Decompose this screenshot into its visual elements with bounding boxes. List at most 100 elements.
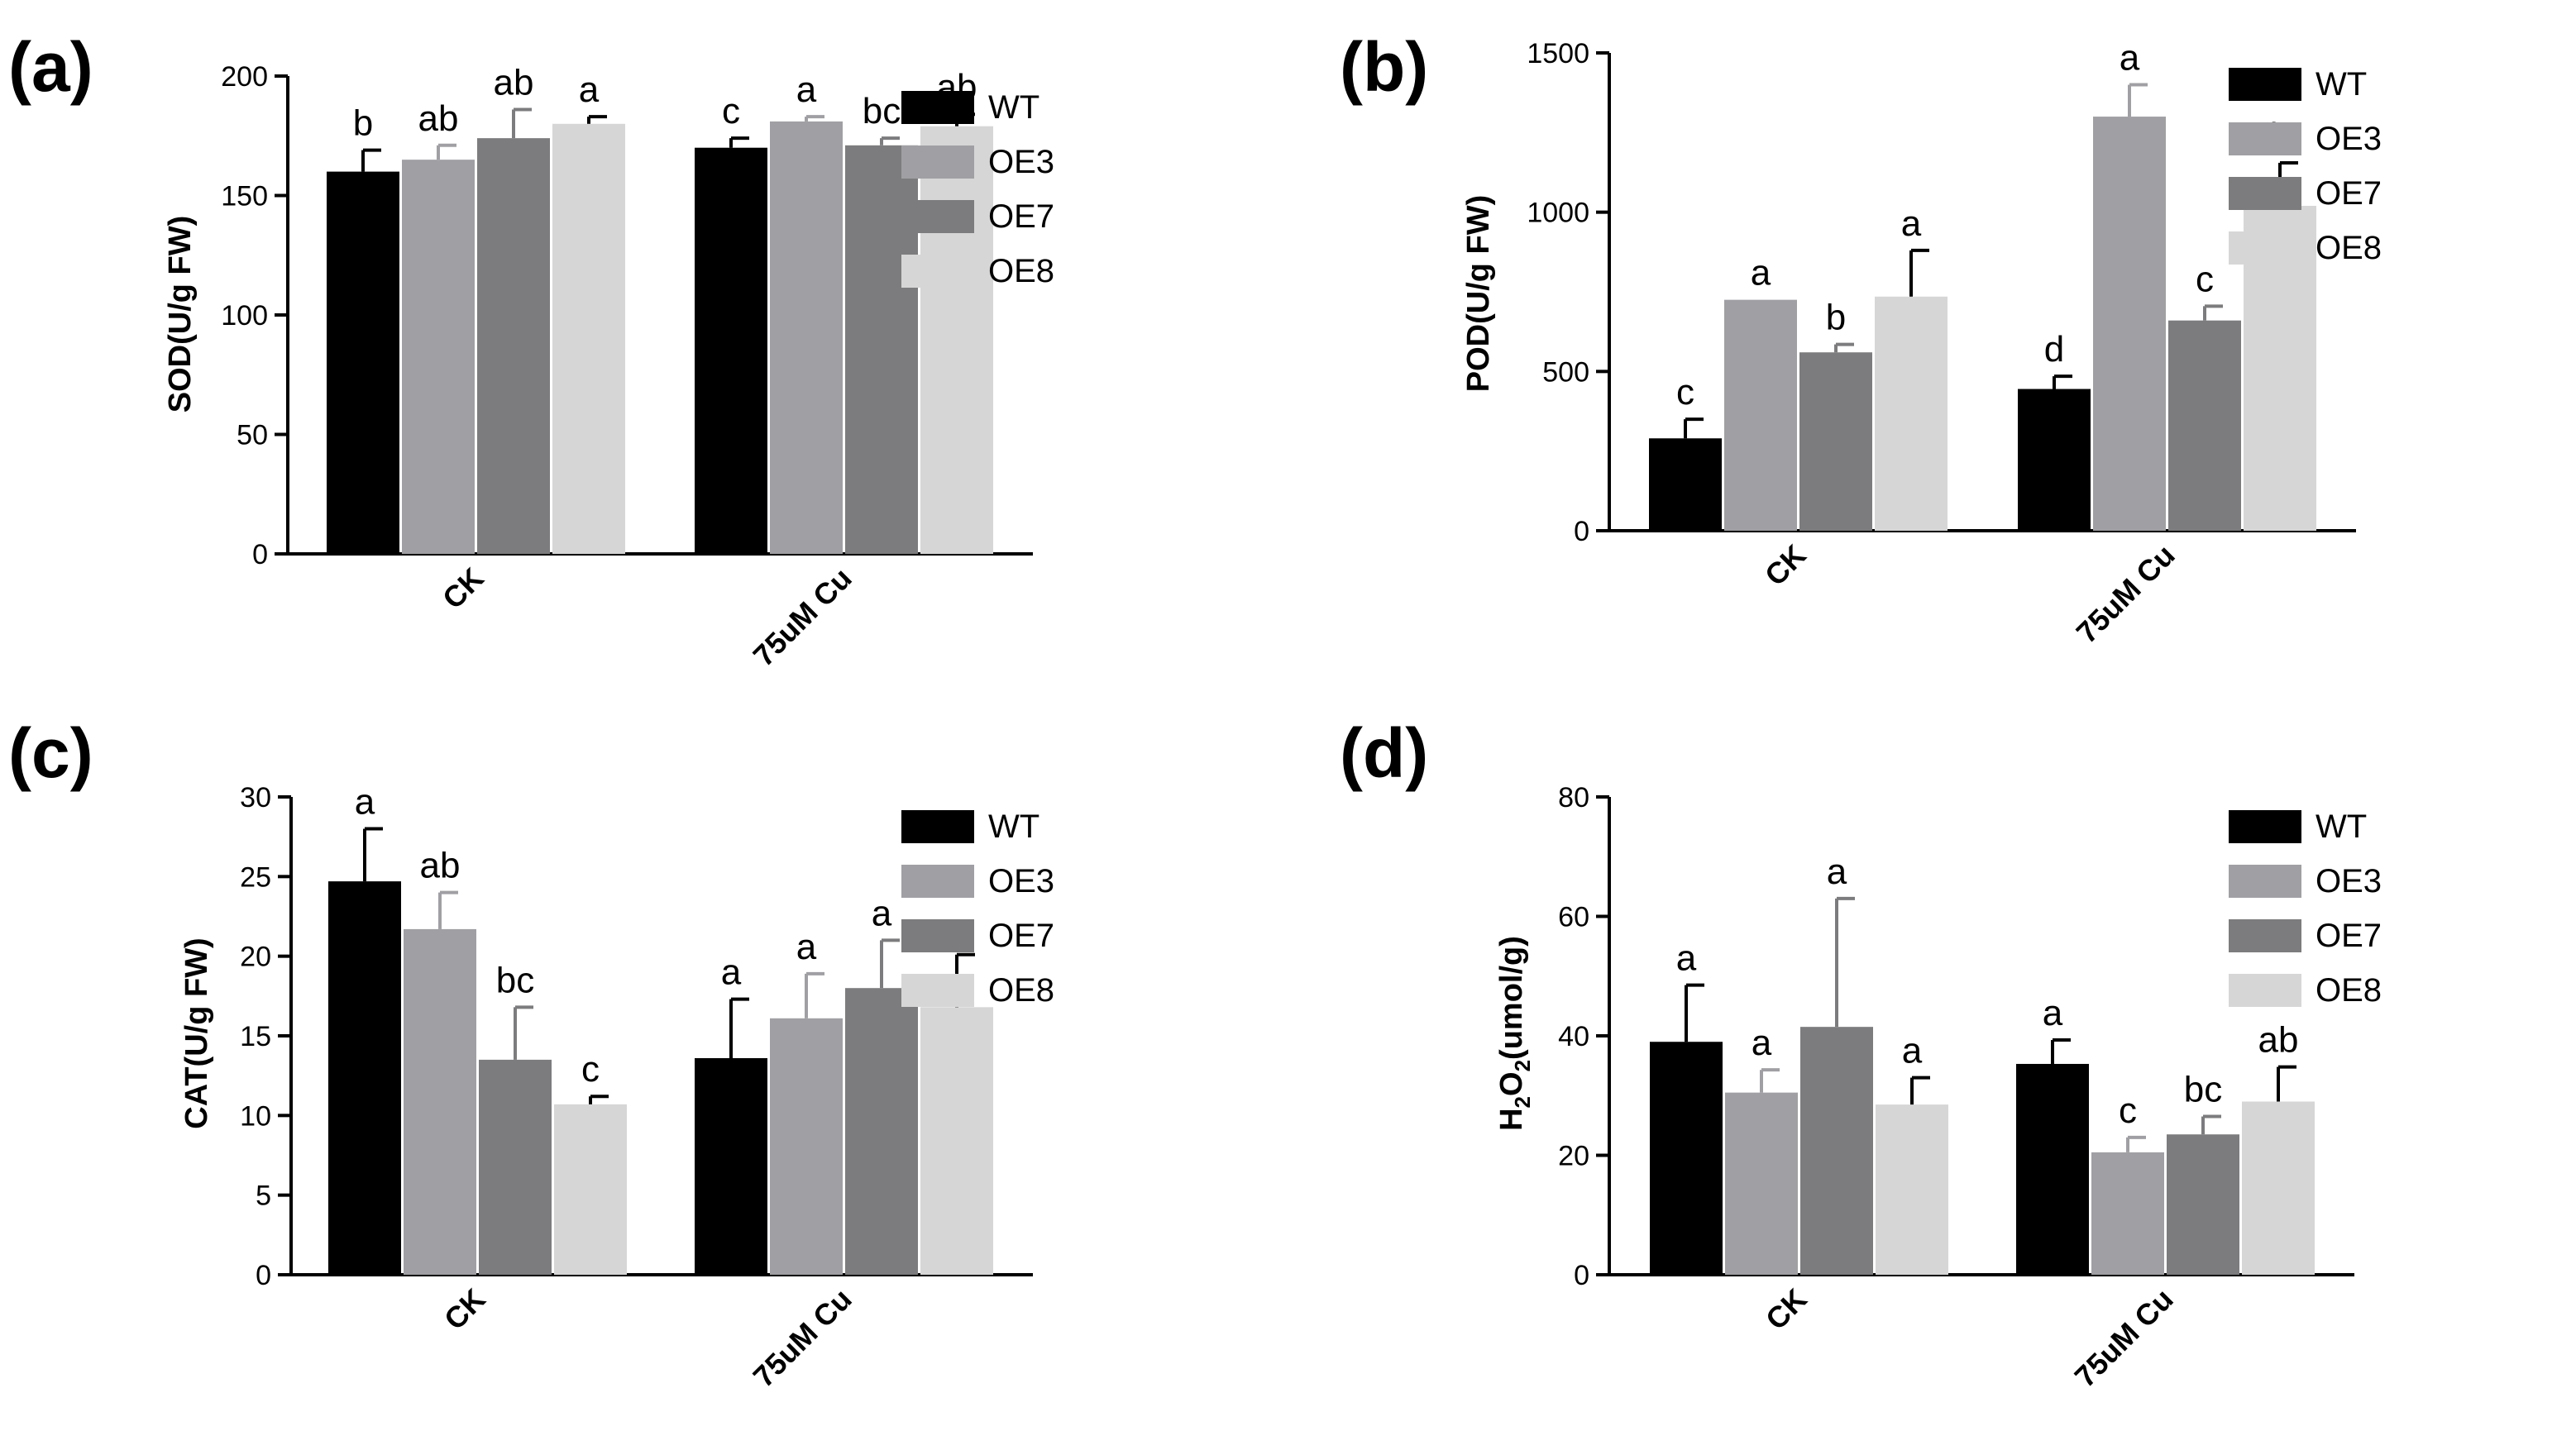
- x-category-label-d-1: 75uM Cu: [2068, 1282, 2180, 1394]
- y-axis-title-c: CAT(U/g FW): [179, 937, 214, 1128]
- y-axis-title-d-h: H: [1494, 1108, 1529, 1130]
- bar-c-OE8-1: [920, 1007, 993, 1275]
- y-axis-title-d: H2O2(umol/g): [1494, 936, 1535, 1131]
- sig-letter-a-OE8-0: a: [579, 69, 600, 110]
- legend-swatch-b-WT: [2229, 68, 2301, 101]
- y-tick-label-d-80: 80: [1558, 782, 1589, 813]
- sig-letter-d-OE8-1: ab: [2258, 1020, 2299, 1061]
- bar-d-OE7-0: [1800, 1027, 1873, 1275]
- sig-letter-b-OE3-0: a: [1751, 253, 1771, 293]
- x-category-label-c-1: 75uM Cu: [747, 1282, 858, 1394]
- legend-swatch-c-OE7: [901, 919, 974, 952]
- panel-tag-a: (a): [8, 28, 93, 106]
- bar-a-OE8-1: [920, 126, 993, 554]
- bar-a-WT-1: [695, 147, 767, 554]
- x-category-label-b-0: CK: [1758, 538, 1813, 593]
- legend-swatch-d-OE3: [2229, 865, 2301, 898]
- sig-letter-c-WT-0: a: [355, 782, 375, 823]
- sig-letter-b-WT-0: c: [1676, 372, 1694, 413]
- sig-letter-c-OE7-0: bc: [496, 960, 534, 1000]
- sig-letter-c-OE8-0: c: [581, 1049, 600, 1090]
- sig-letter-d-OE3-1: c: [2119, 1090, 2137, 1131]
- y-tick-label-a-50: 50: [237, 420, 268, 451]
- legend-swatch-b-OE7: [2229, 177, 2301, 210]
- sig-letter-d-OE7-1: bc: [2184, 1070, 2222, 1110]
- bar-c-WT-1: [695, 1057, 767, 1275]
- bar-b-OE8-0: [1875, 296, 1948, 531]
- bar-b-OE7-0: [1799, 352, 1872, 531]
- bar-d-OE7-1: [2167, 1134, 2239, 1275]
- sig-letter-a-WT-1: c: [722, 91, 740, 131]
- y-tick-label-a-100: 100: [221, 300, 268, 332]
- legend-swatch-a-OE7: [901, 200, 974, 233]
- bar-b-OE3-1: [2093, 117, 2166, 532]
- legend-swatch-a-WT: [901, 91, 974, 124]
- y-axis-title-a: SOD(U/g FW): [163, 216, 198, 413]
- panel-b: (b) POD(U/g FW) 050010001500cdaabcabCK75…: [1340, 28, 2382, 650]
- bar-d-WT-1: [2016, 1063, 2089, 1275]
- legend-label-a-OE8: OE8: [988, 253, 1054, 289]
- bar-b-WT-1: [2018, 389, 2091, 531]
- sig-letter-d-WT-1: a: [2043, 993, 2063, 1033]
- legend-label-a-WT: WT: [988, 89, 1039, 126]
- y-tick-label-a-200: 200: [221, 61, 268, 93]
- bar-c-OE8-0: [554, 1104, 627, 1275]
- y-tick-label-c-15: 15: [240, 1021, 271, 1052]
- legend-swatch-c-OE8: [901, 974, 974, 1007]
- bar-b-WT-0: [1649, 438, 1722, 531]
- y-tick-label-c-10: 10: [240, 1100, 271, 1132]
- legend-label-b-OE7: OE7: [2316, 175, 2382, 212]
- legend-label-b-OE8: OE8: [2316, 230, 2382, 266]
- bar-b-OE7-1: [2168, 320, 2241, 531]
- bar-a-WT-0: [327, 171, 399, 554]
- panel-c: (c) CAT(U/g FW) 051015202530aaababcacaCK…: [8, 714, 1054, 1394]
- sig-letter-b-OE8-0: a: [1901, 203, 1922, 244]
- sig-letter-c-OE7-1: a: [872, 893, 892, 933]
- legend-swatch-a-OE3: [901, 145, 974, 179]
- legend-label-a-OE3: OE3: [988, 144, 1054, 180]
- y-tick-label-c-0: 0: [256, 1260, 271, 1291]
- y-tick-label-d-60: 60: [1558, 902, 1589, 933]
- y-tick-label-c-25: 25: [240, 861, 271, 893]
- y-axis-title-b: POD(U/g FW): [1461, 195, 1496, 393]
- y-axis-title-d-sub1: 2: [1510, 1096, 1535, 1108]
- y-tick-label-b-500: 500: [1542, 356, 1589, 388]
- y-axis-title-d-sub2: 2: [1510, 1060, 1535, 1071]
- sig-letter-a-OE7-1: bc: [863, 91, 901, 131]
- x-category-label-b-1: 75uM Cu: [2070, 538, 2182, 650]
- bar-c-OE3-0: [404, 928, 476, 1275]
- sig-letter-a-OE3-0: ab: [418, 98, 459, 139]
- legend-swatch-d-OE8: [2229, 974, 2301, 1007]
- sig-letter-a-OE3-1: a: [796, 69, 817, 110]
- plot-area-c: 051015202530aaababcacaCK75uM CuWTOE3OE7O…: [240, 782, 1054, 1394]
- y-tick-label-d-20: 20: [1558, 1141, 1589, 1172]
- sig-letter-a-WT-0: b: [353, 103, 373, 144]
- legend-swatch-b-OE3: [2229, 122, 2301, 155]
- sig-letter-b-OE7-1: c: [2196, 259, 2214, 299]
- legend-swatch-c-OE3: [901, 865, 974, 898]
- legend-label-d-OE3: OE3: [2316, 863, 2382, 899]
- y-axis-title-d-rest: (umol/g): [1494, 936, 1529, 1060]
- y-tick-label-d-0: 0: [1574, 1260, 1589, 1291]
- y-tick-label-c-20: 20: [240, 942, 271, 973]
- legend-swatch-a-OE8: [901, 255, 974, 288]
- plot-area-d: 0 20 40 60 80 a a a c a bc a ab CK 75uM Cu WT OE3 OE7 OE8: [1558, 782, 2382, 1394]
- y-tick-label-d-40: 40: [1558, 1021, 1589, 1052]
- bar-a-OE3-0: [402, 160, 475, 554]
- x-category-label-a-0: CK: [436, 561, 490, 616]
- legend-swatch-d-OE7: [2229, 919, 2301, 952]
- bar-d-OE3-0: [1725, 1092, 1798, 1275]
- x-category-label-a-1: 75uM Cu: [747, 561, 858, 673]
- bar-d-OE8-1: [2242, 1101, 2315, 1275]
- sig-letter-a-OE7-0: ab: [494, 62, 534, 103]
- sig-letter-c-OE3-1: a: [796, 927, 817, 967]
- bar-c-WT-0: [328, 881, 401, 1275]
- bar-d-WT-0: [1650, 1042, 1723, 1275]
- legend-label-c-OE8: OE8: [988, 972, 1054, 1009]
- sig-letter-d-OE3-0: a: [1752, 1023, 1772, 1063]
